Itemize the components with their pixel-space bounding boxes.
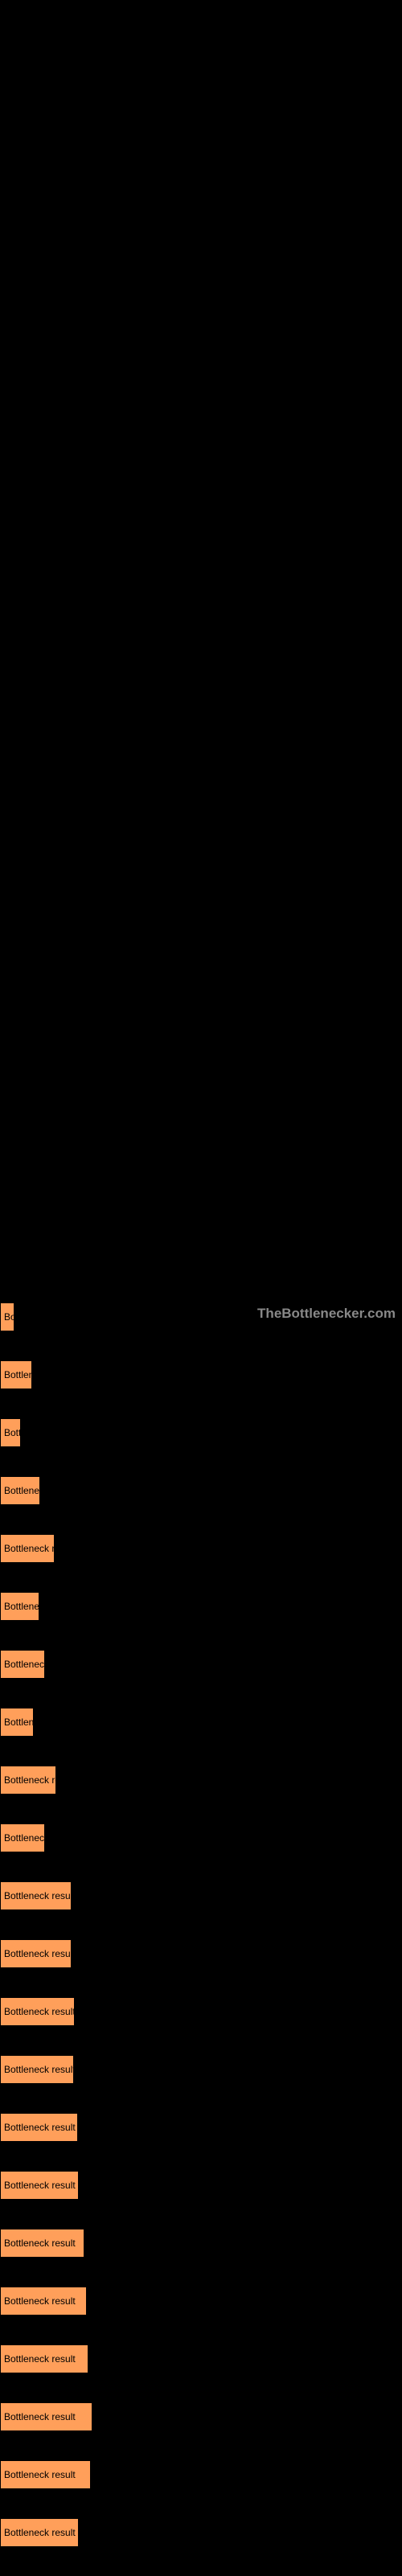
bar-row: Bottleneck result	[0, 2287, 402, 2316]
bar-row: Bottleneck result	[0, 2055, 402, 2084]
bar: Bottleneck result	[0, 2402, 92, 2431]
bar: Bottleneck result	[0, 2055, 74, 2084]
bar-row: Bottleneck result	[0, 2113, 402, 2142]
bar: Bottleneck result	[0, 1939, 72, 1968]
bar-row: Bottlenec	[0, 1592, 402, 1621]
bar-chart: Bo Bottlene Bottl Bottleneck Bottleneck …	[0, 1302, 402, 2547]
bar-row: Bottleneck result	[0, 1939, 402, 1968]
bar: Bottleneck result	[0, 2460, 91, 2489]
bar-row: Bottleneck result	[0, 2402, 402, 2431]
bar: Bo	[0, 1302, 14, 1331]
bar: Bottleneck result	[0, 2518, 79, 2547]
bar: Bottlene	[0, 1360, 32, 1389]
bar: Bottlenec	[0, 1592, 39, 1621]
bar: Bottleneck re	[0, 1534, 55, 1563]
bar: Bottleneck result	[0, 2287, 87, 2316]
bar: Bottlene	[0, 1708, 34, 1737]
bar: Bottleneck result	[0, 2344, 88, 2373]
bar: Bottleneck res	[0, 1766, 56, 1795]
bar-row: Bottleneck	[0, 1476, 402, 1505]
bar: Bottleneck	[0, 1476, 40, 1505]
bar-row: Bottleneck result	[0, 1997, 402, 2026]
bar-row: Bottleneck	[0, 1650, 402, 1679]
bar: Bottl	[0, 1418, 21, 1447]
bar-row: Bottleneck res	[0, 1766, 402, 1795]
bar-row: Bo	[0, 1302, 402, 1331]
bar-row: Bottleneck re	[0, 1534, 402, 1563]
bar-row: Bottleneck	[0, 1823, 402, 1852]
bar-row: Bottleneck result	[0, 2460, 402, 2489]
bar-row: Bottleneck result	[0, 2518, 402, 2547]
bar-row: Bottleneck result	[0, 2344, 402, 2373]
bar-row: Bottlene	[0, 1360, 402, 1389]
bar: Bottleneck	[0, 1650, 45, 1679]
bar: Bottleneck	[0, 1823, 45, 1852]
bar: Bottleneck result	[0, 2113, 78, 2142]
bar-row: Bottlene	[0, 1708, 402, 1737]
bar-row: Bottl	[0, 1418, 402, 1447]
bar: Bottleneck result	[0, 1881, 72, 1910]
bar-row: Bottleneck result	[0, 1881, 402, 1910]
bar: Bottleneck result	[0, 2229, 84, 2258]
bar: Bottleneck result	[0, 2171, 79, 2200]
bar-row: Bottleneck result	[0, 2229, 402, 2258]
bar-row: Bottleneck result	[0, 2171, 402, 2200]
bar: Bottleneck result	[0, 1997, 75, 2026]
